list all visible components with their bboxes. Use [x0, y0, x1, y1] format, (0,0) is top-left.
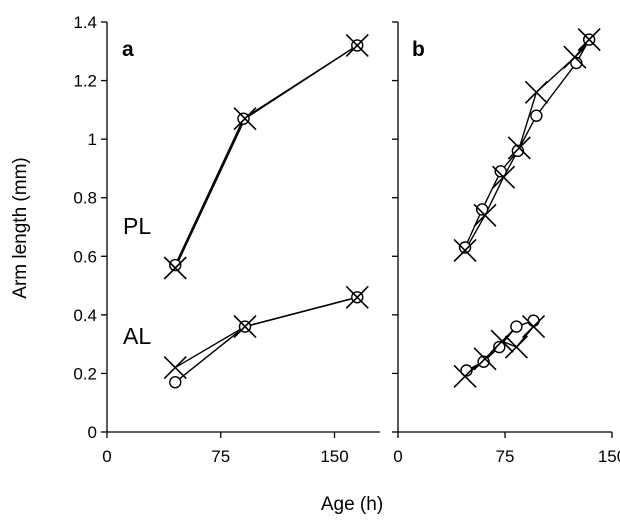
series-line — [175, 297, 357, 367]
cross-marker — [346, 34, 368, 56]
circle-marker — [238, 113, 249, 124]
x-tick-label: 0 — [393, 447, 402, 466]
y-tick-label: 1 — [88, 130, 97, 149]
panel-letter: a — [122, 38, 134, 61]
series-line — [175, 297, 357, 382]
cross-marker — [346, 286, 368, 308]
y-tick-label: 1.2 — [73, 72, 97, 91]
panel-b: 0 75 150 b — [392, 22, 620, 466]
y-tick-label: 0.4 — [73, 306, 97, 325]
y-tick-label: 0.2 — [73, 364, 97, 383]
circle-marker — [531, 110, 542, 121]
x-axis-title: Age (h) — [321, 494, 383, 515]
circle-marker — [528, 315, 539, 326]
series-line — [175, 45, 357, 265]
cross-marker — [525, 81, 547, 103]
group-label: PL — [123, 213, 151, 239]
x-tick-label: 150 — [320, 447, 348, 466]
x-tick-label: 75 — [211, 447, 230, 466]
x-tick-label: 0 — [102, 447, 111, 466]
x-tick-label: 150 — [598, 447, 620, 466]
y-tick-label: 1.4 — [73, 13, 97, 32]
cross-marker — [234, 316, 256, 338]
y-axis-title: Arm length (mm) — [10, 157, 31, 298]
panel-letter: b — [412, 38, 425, 61]
cross-marker — [578, 29, 600, 51]
series-line — [175, 45, 357, 268]
x-tick-label: 75 — [496, 447, 515, 466]
y-tick-label: 0.6 — [73, 247, 97, 266]
y-tick-label: 0.8 — [73, 189, 97, 208]
y-tick-label: 0 — [88, 423, 97, 442]
circle-marker — [170, 377, 181, 388]
panel-a: 0 0.2 0.4 0.6 0.8 1 1.2 1.4 0 75 150 a PL AL — [73, 13, 380, 466]
group-label: AL — [123, 323, 151, 349]
cross-marker — [164, 357, 186, 379]
